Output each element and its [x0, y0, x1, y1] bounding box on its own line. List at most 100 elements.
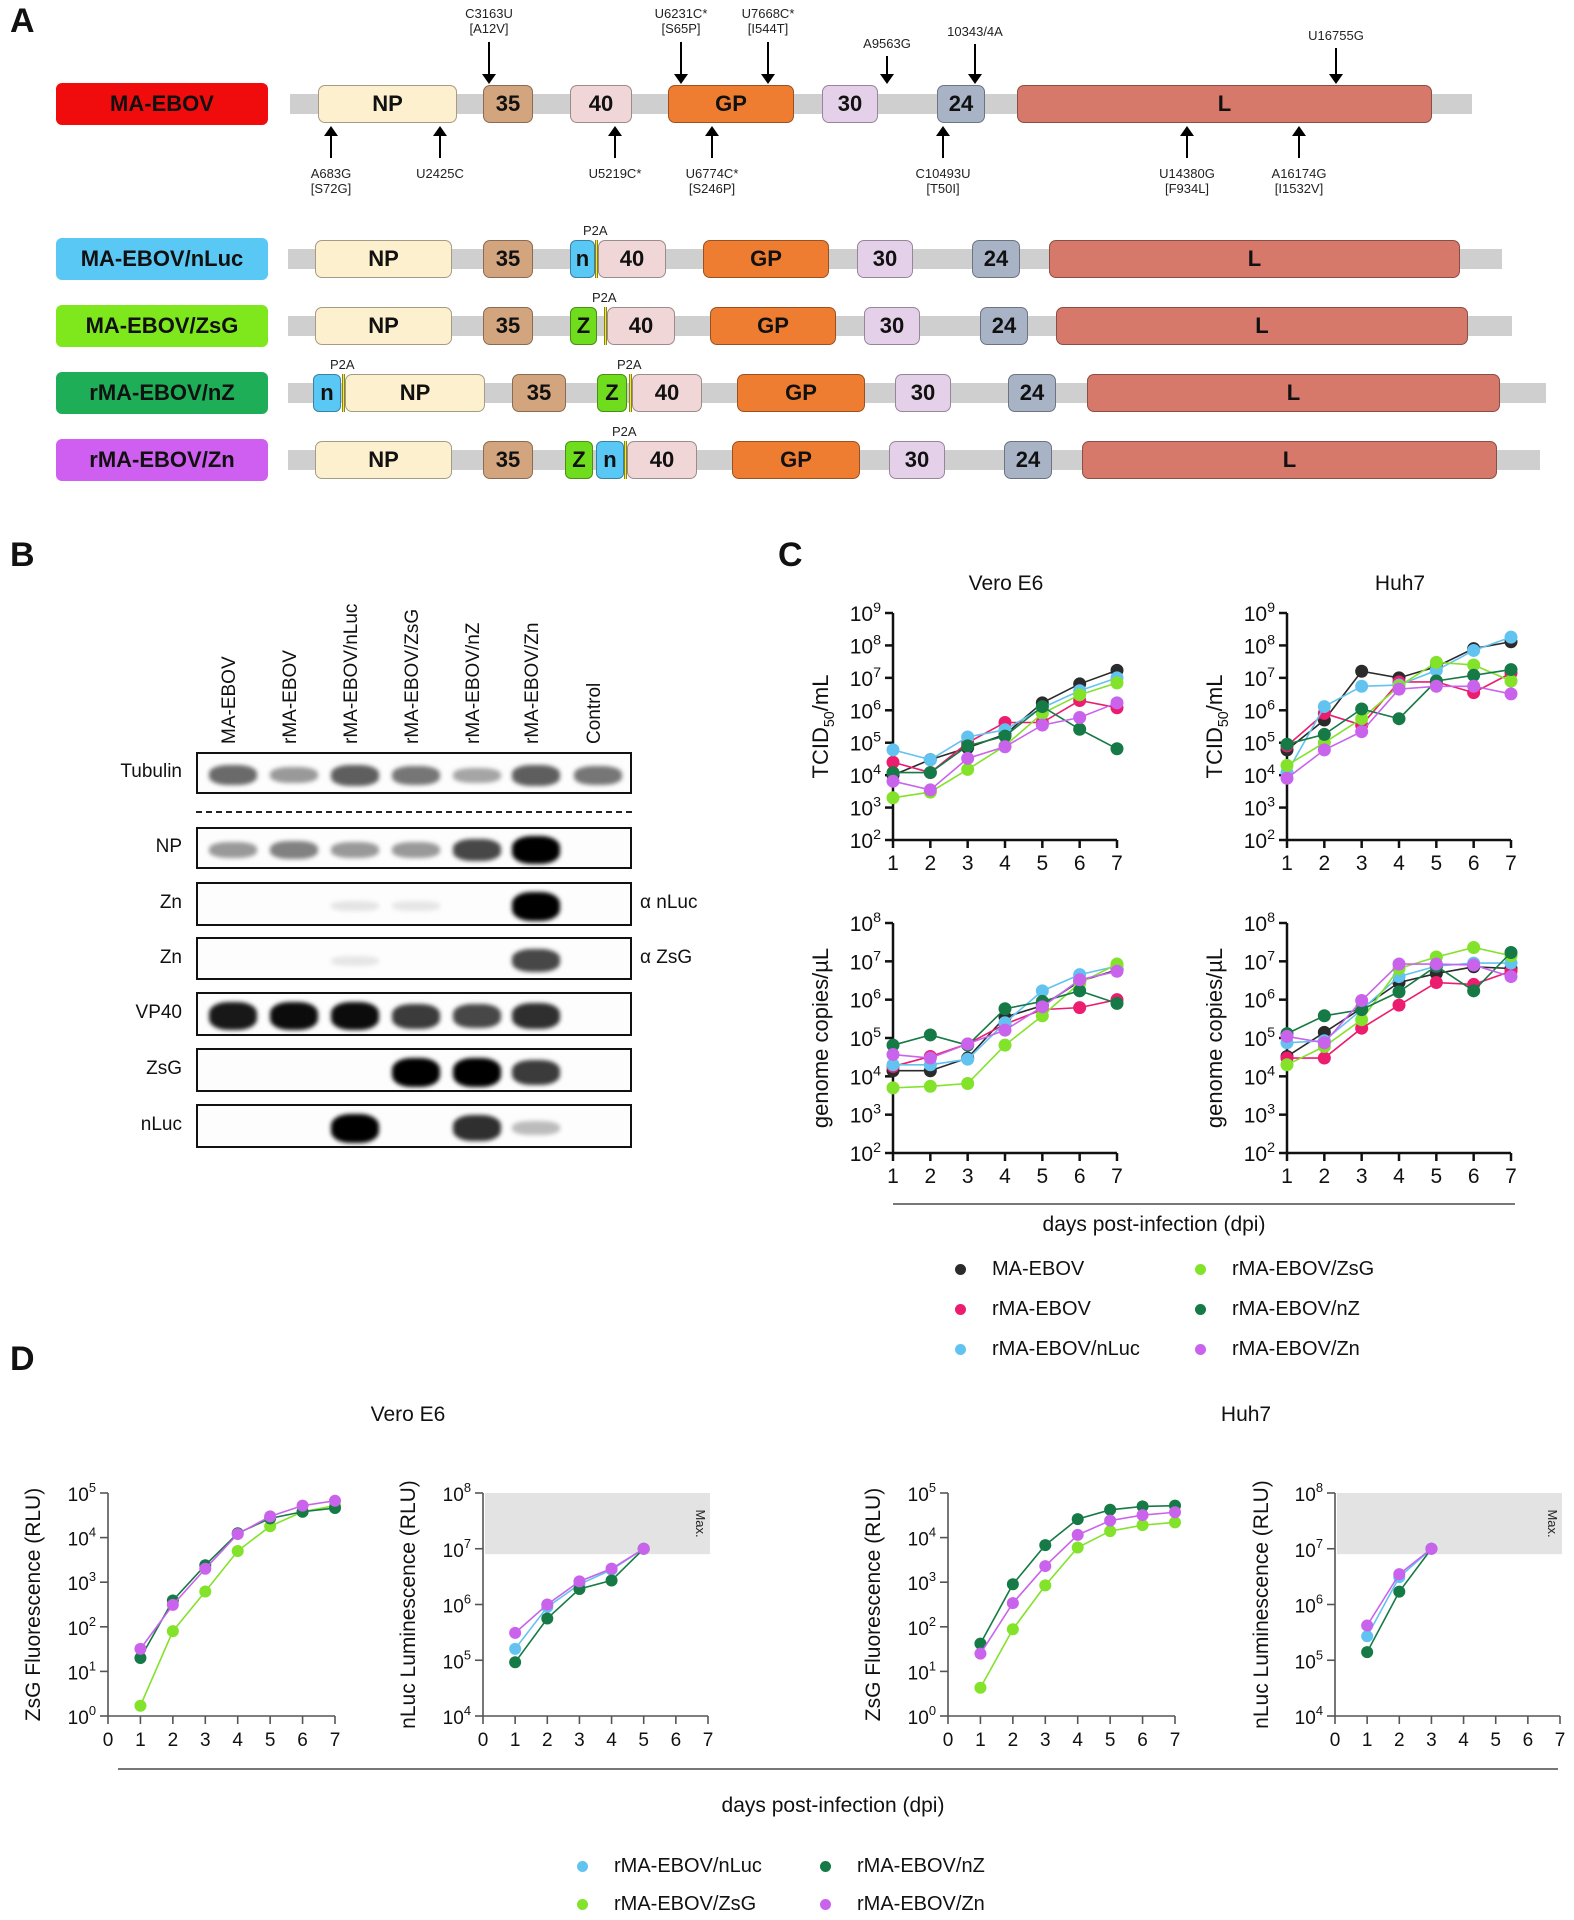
x-tick-label: 2: [1318, 852, 1330, 875]
data-point: [1467, 940, 1481, 954]
data-point: [1110, 742, 1124, 756]
x-tick-label: 7: [1111, 852, 1123, 875]
mutation-label-above: 10343/4A: [947, 24, 1003, 39]
y-axis-label: nLuc Luminescence (RLU): [1250, 1480, 1273, 1729]
gene-35: 35: [483, 307, 533, 345]
chart-title-vero: Vero E6: [968, 572, 1044, 595]
blot-band: [392, 842, 440, 858]
data-point: [1467, 984, 1481, 998]
data-point: [1467, 958, 1481, 972]
max-label: Max.: [693, 1509, 708, 1537]
data-point: [886, 1081, 900, 1095]
data-point: [1361, 1630, 1374, 1643]
y-tick-label: 109: [1244, 600, 1275, 626]
data-point: [1280, 737, 1294, 751]
mutation-label-below: U6774C*: [685, 166, 739, 181]
x-tick-label: 1: [135, 1730, 146, 1751]
y-tick-label: 101: [68, 1658, 96, 1684]
data-point: [961, 1052, 975, 1066]
max-shaded-region: [1337, 1493, 1562, 1555]
data-point: [886, 1058, 900, 1072]
gene-24: 24: [937, 85, 985, 123]
y-tick-label: 104: [908, 1525, 936, 1551]
y-tick-label: 103: [850, 1102, 881, 1128]
mutation-label-above: A9563G: [863, 36, 911, 51]
y-tick-label: 102: [908, 1614, 936, 1640]
x-tick-label: 4: [1458, 1730, 1469, 1751]
data-point: [605, 1562, 618, 1575]
construct-label: MA-EBOV/ZsG: [56, 305, 268, 347]
data-point: [1317, 1036, 1331, 1050]
panel-d-axis-bracket: [118, 1768, 1558, 1770]
data-point: [1392, 998, 1406, 1012]
y-tick-label: 102: [1244, 827, 1275, 853]
y-tick-label: 103: [1244, 1102, 1275, 1128]
arrow-up-icon: [433, 126, 447, 158]
mutation-sub-below: [S72G]: [310, 181, 352, 196]
x-tick-label: 2: [1318, 1165, 1330, 1188]
data-point: [1429, 655, 1443, 669]
y-tick-label: 108: [1244, 910, 1275, 936]
data-point: [1104, 1525, 1117, 1538]
y-tick-label: 105: [443, 1647, 471, 1673]
y-tick-label: 105: [1244, 730, 1275, 756]
data-point: [1006, 1623, 1019, 1636]
y-axis-label: ZsG Fluorescence (RLU): [862, 1488, 885, 1721]
gene-np: NP: [315, 441, 452, 479]
blot-row-label: ZsG: [146, 1058, 182, 1079]
legend-marker: [1195, 1344, 1206, 1355]
gene-30: 30: [857, 240, 913, 278]
mutation-label-below: U14380G: [1159, 166, 1215, 181]
legend-marker: [955, 1344, 966, 1355]
legend-item: MA-EBOV: [955, 1258, 1084, 1281]
data-point: [961, 739, 975, 753]
data-point: [1355, 994, 1369, 1008]
gene-n: n: [313, 374, 341, 412]
legend-item: rMA-EBOV/Zn: [820, 1893, 985, 1916]
gene-30: 30: [864, 307, 920, 345]
x-tick-label: 4: [606, 1730, 617, 1751]
data-point: [1073, 1001, 1087, 1015]
x-tick-label: 4: [1393, 1165, 1405, 1188]
data-point: [1429, 957, 1443, 971]
gene-24: 24: [980, 307, 1028, 345]
blot-row-label: Zn: [159, 946, 182, 968]
y-tick-label: 107: [850, 948, 881, 974]
y-tick-label: 103: [908, 1569, 936, 1595]
data-point: [1110, 676, 1124, 690]
blot-band: [270, 841, 318, 859]
legend-item: rMA-EBOV/nLuc: [955, 1338, 1140, 1361]
data-point: [1317, 1009, 1331, 1023]
legend-label: MA-EBOV: [992, 1258, 1085, 1280]
x-tick-label: 5: [1036, 852, 1048, 875]
mutation-label-below: U5219C*: [588, 166, 642, 181]
data-point: [1006, 1597, 1019, 1610]
arrow-up-icon: [1292, 126, 1306, 158]
data-point: [605, 1574, 618, 1587]
data-point: [961, 751, 975, 765]
data-point: [1504, 687, 1518, 701]
panel-a-letter: A: [10, 2, 35, 40]
data-point: [1361, 1619, 1374, 1632]
data-point: [1073, 688, 1087, 702]
blot-band: [209, 765, 257, 785]
data-point: [1392, 712, 1406, 726]
legend-item: rMA-EBOV/nLuc: [577, 1855, 762, 1878]
x-tick-label: 1: [510, 1730, 521, 1751]
x-tick-label: 1: [887, 1165, 899, 1188]
arrow-down-icon: [1329, 48, 1343, 84]
data-point: [1467, 643, 1481, 657]
arrow-down-icon: [761, 42, 775, 84]
x-tick-label: 5: [265, 1730, 276, 1751]
data-point: [1392, 985, 1406, 999]
x-tick-label: 7: [330, 1730, 341, 1751]
legend-marker: [577, 1899, 588, 1910]
arrow-down-icon: [482, 42, 496, 84]
data-point: [974, 1681, 987, 1694]
y-tick-label: 103: [68, 1569, 96, 1595]
panel-d-title-huh7: Huh7: [1220, 1403, 1272, 1426]
blot-band: [453, 1004, 501, 1028]
blot-row: [196, 882, 632, 926]
legend-marker: [1195, 1304, 1206, 1315]
y-tick-label: 106: [850, 987, 881, 1013]
